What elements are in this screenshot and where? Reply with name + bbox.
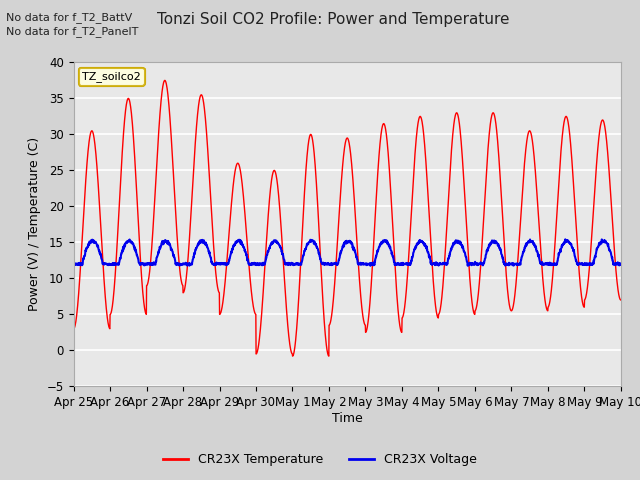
Legend: TZ_soilco2: TZ_soilco2 <box>79 68 145 85</box>
Legend: CR23X Temperature, CR23X Voltage: CR23X Temperature, CR23X Voltage <box>159 448 481 471</box>
Text: No data for f_T2_BattV: No data for f_T2_BattV <box>6 12 132 23</box>
Text: No data for f_T2_PanelT: No data for f_T2_PanelT <box>6 26 139 37</box>
Text: Tonzi Soil CO2 Profile: Power and Temperature: Tonzi Soil CO2 Profile: Power and Temper… <box>157 12 509 27</box>
X-axis label: Time: Time <box>332 412 363 425</box>
Y-axis label: Power (V) / Temperature (C): Power (V) / Temperature (C) <box>28 137 41 312</box>
